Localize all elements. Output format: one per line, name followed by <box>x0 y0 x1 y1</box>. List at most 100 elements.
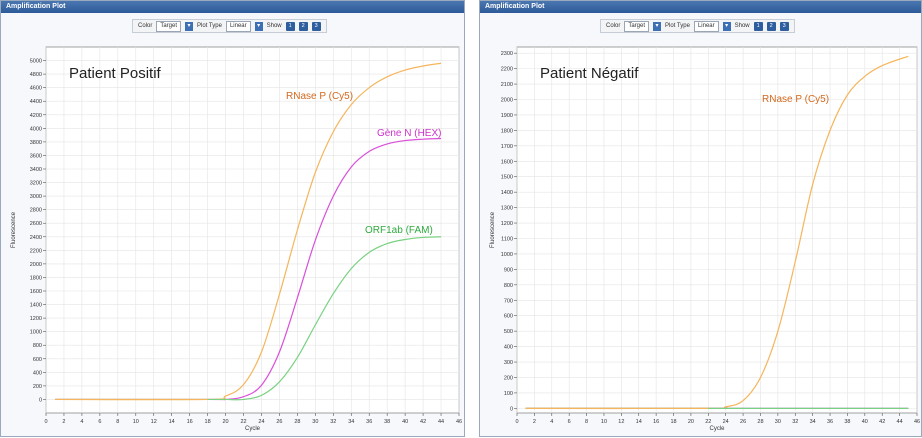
show-button-3[interactable]: 3 <box>311 21 321 31</box>
x-tick-label: 40 <box>862 419 868 425</box>
show-label: Show <box>734 23 750 29</box>
series-line <box>54 236 442 401</box>
y-tick-label: 2200 <box>30 248 42 254</box>
x-tick-label: 24 <box>723 419 729 425</box>
x-tick-label: 46 <box>456 419 462 425</box>
color-select[interactable]: Target <box>156 20 182 32</box>
y-tick-label: 2000 <box>30 262 42 268</box>
x-tick-label: 28 <box>757 419 763 425</box>
y-tick-label: 3200 <box>30 181 42 187</box>
x-tick-label: 36 <box>366 419 372 425</box>
y-tick-label: 2800 <box>30 208 42 214</box>
x-tick-label: 14 <box>636 419 642 425</box>
y-tick-label: 1900 <box>501 113 513 119</box>
x-tick-label: 44 <box>438 419 444 425</box>
chevron-down-icon[interactable]: ▾ <box>254 21 263 31</box>
y-tick-label: 2000 <box>501 98 513 104</box>
y-tick-label: 400 <box>504 345 513 351</box>
color-label: Color <box>606 23 621 29</box>
x-tick-label: 34 <box>810 419 816 425</box>
y-tick-label: 300 <box>504 360 513 366</box>
x-tick-label: 4 <box>550 419 553 425</box>
x-tick-label: 26 <box>740 419 746 425</box>
x-tick-label: 4 <box>80 419 83 425</box>
x-tick-label: 44 <box>897 419 903 425</box>
y-tick-label: 900 <box>504 267 513 273</box>
x-tick-label: 36 <box>827 419 833 425</box>
color-select[interactable]: Target <box>624 20 650 32</box>
y-tick-label: 4600 <box>30 86 42 92</box>
x-tick-label: 2 <box>62 419 65 425</box>
y-tick-label: 1600 <box>501 159 513 165</box>
y-tick-label: 700 <box>504 298 513 304</box>
y-tick-label: 1800 <box>501 128 513 134</box>
chevron-down-icon[interactable]: ▾ <box>722 21 731 31</box>
y-tick-label: 4200 <box>30 113 42 119</box>
x-tick-label: 22 <box>705 419 711 425</box>
plot-type-label: Plot Type <box>197 23 222 29</box>
amplification-chart-negative: 0 2 4 6 8 10 12 14 16 18 20 22 24 26 28 30 32 34 36 38 40 42 4… <box>490 46 920 432</box>
show-button-2[interactable]: 2 <box>766 21 776 31</box>
y-tick-label: 2600 <box>30 221 42 227</box>
x-axis-label: Cycle <box>709 426 725 432</box>
x-tick-label: 20 <box>223 419 229 425</box>
x-tick-label: 24 <box>258 419 264 425</box>
y-tick-label: 2200 <box>501 67 513 73</box>
x-tick-label: 2 <box>533 419 536 425</box>
x-tick-label: 14 <box>169 419 175 425</box>
y-tick-label: 1800 <box>30 275 42 281</box>
y-tick-label: 4000 <box>30 126 42 132</box>
show-button-2[interactable]: 2 <box>298 21 308 31</box>
x-tick-label: 46 <box>914 419 920 425</box>
y-tick-label: 800 <box>504 283 513 289</box>
x-tick-label: 10 <box>133 419 139 425</box>
x-tick-label: 40 <box>402 419 408 425</box>
y-tick-label: 1600 <box>30 289 42 295</box>
y-tick-label: 2300 <box>501 51 513 57</box>
show-button-1[interactable]: 1 <box>285 21 295 31</box>
window-title: Amplification Plot <box>1 1 464 13</box>
show-button-3[interactable]: 3 <box>779 21 789 31</box>
x-tick-label: 0 <box>515 419 518 425</box>
x-tick-label: 42 <box>879 419 885 425</box>
x-tick-label: 0 <box>44 419 47 425</box>
y-tick-label: 1400 <box>30 303 42 309</box>
chevron-down-icon[interactable]: ▾ <box>653 21 662 31</box>
y-tick-label: 3000 <box>30 194 42 200</box>
x-tick-label: 16 <box>653 419 659 425</box>
amplification-plot-panel-negative: Amplification Plot Color Target ▾ Plot T… <box>479 0 922 437</box>
plot-frame <box>516 46 918 414</box>
x-tick-label: 22 <box>240 419 246 425</box>
x-tick-label: 34 <box>348 419 354 425</box>
x-tick-label: 6 <box>98 419 101 425</box>
plot-type-label: Plot Type <box>665 23 690 29</box>
y-tick-label: 3800 <box>30 140 42 146</box>
series-label: ORF1ab (FAM) <box>365 225 433 236</box>
y-tick-label: 200 <box>504 375 513 381</box>
y-tick-label: 500 <box>504 329 513 335</box>
y-tick-label: 2400 <box>30 235 42 241</box>
y-tick-label: 1300 <box>501 206 513 212</box>
x-tick-label: 30 <box>775 419 781 425</box>
x-tick-label: 8 <box>585 419 588 425</box>
plot-title: Patient Négatif <box>540 65 639 82</box>
y-tick-label: 200 <box>33 384 42 390</box>
plot-title: Patient Positif <box>69 65 162 82</box>
x-tick-label: 12 <box>151 419 157 425</box>
x-axis-label: Cycle <box>245 426 261 432</box>
plot-type-select[interactable]: Linear <box>693 20 719 32</box>
y-tick-label: 1100 <box>501 236 513 242</box>
x-tick-label: 32 <box>792 419 798 425</box>
series-label: RNase P (Cy5) <box>762 94 829 105</box>
x-tick-label: 38 <box>384 419 390 425</box>
chevron-down-icon[interactable]: ▾ <box>185 21 194 31</box>
y-tick-label: 2100 <box>501 82 513 88</box>
show-button-1[interactable]: 1 <box>753 21 763 31</box>
plot-toolbar: Color Target ▾ Plot Type Linear ▾ Show 1… <box>600 19 795 33</box>
y-tick-label: 1700 <box>501 144 513 150</box>
plot-type-select[interactable]: Linear <box>225 20 251 32</box>
y-tick-label: 600 <box>33 357 42 363</box>
y-axis-label: Fluorescence <box>490 211 496 248</box>
series-label: RNase P (Cy5) <box>286 91 353 102</box>
y-tick-label: 400 <box>33 370 42 376</box>
